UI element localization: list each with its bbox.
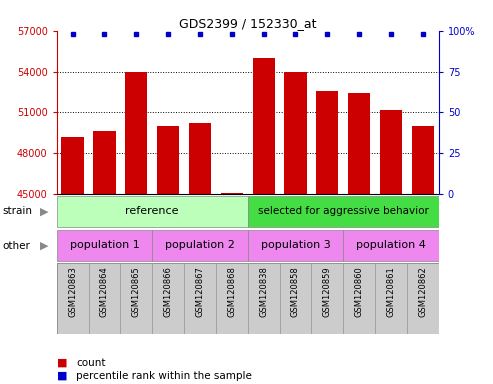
Text: GSM120863: GSM120863: [68, 266, 77, 318]
Bar: [89, 263, 120, 334]
Bar: [57, 263, 89, 334]
Text: population 1: population 1: [70, 240, 140, 250]
Bar: [252, 58, 275, 194]
Bar: [284, 71, 307, 194]
Text: ■: ■: [57, 371, 67, 381]
Text: strain: strain: [2, 206, 33, 216]
Text: percentile rank within the sample: percentile rank within the sample: [76, 371, 252, 381]
Bar: [343, 230, 439, 261]
Bar: [221, 192, 243, 194]
Bar: [380, 109, 402, 194]
Bar: [57, 196, 247, 227]
Bar: [247, 263, 280, 334]
Text: population 3: population 3: [261, 240, 330, 250]
Bar: [152, 263, 184, 334]
Bar: [184, 263, 216, 334]
Bar: [375, 263, 407, 334]
Text: GSM120862: GSM120862: [419, 266, 427, 317]
Text: GSM120866: GSM120866: [164, 266, 173, 318]
Bar: [312, 263, 343, 334]
Text: GSM120865: GSM120865: [132, 266, 141, 317]
Text: GSM120864: GSM120864: [100, 266, 109, 317]
Bar: [247, 230, 343, 261]
Text: ▶: ▶: [40, 206, 49, 216]
Bar: [216, 263, 247, 334]
Text: reference: reference: [125, 205, 179, 215]
Bar: [157, 126, 179, 194]
Text: population 4: population 4: [356, 240, 426, 250]
Bar: [62, 137, 84, 194]
Bar: [152, 230, 247, 261]
Bar: [93, 131, 115, 194]
Bar: [343, 263, 375, 334]
Text: GSM120860: GSM120860: [354, 266, 364, 317]
Text: GSM120867: GSM120867: [195, 266, 205, 318]
Bar: [189, 123, 211, 194]
Text: count: count: [76, 358, 106, 368]
Text: ■: ■: [57, 358, 67, 368]
Bar: [412, 126, 434, 194]
Text: other: other: [2, 241, 31, 251]
Title: GDS2399 / 152330_at: GDS2399 / 152330_at: [179, 17, 317, 30]
Text: ▶: ▶: [40, 241, 49, 251]
Bar: [348, 93, 370, 194]
Text: GSM120858: GSM120858: [291, 266, 300, 317]
Text: GSM120861: GSM120861: [387, 266, 395, 317]
Bar: [247, 196, 439, 227]
Bar: [125, 71, 147, 194]
Text: selected for aggressive behavior: selected for aggressive behavior: [258, 205, 429, 215]
Text: GSM120859: GSM120859: [323, 266, 332, 317]
Bar: [280, 263, 312, 334]
Text: GSM120868: GSM120868: [227, 266, 236, 318]
Bar: [57, 230, 152, 261]
Bar: [407, 263, 439, 334]
Bar: [120, 263, 152, 334]
Text: population 2: population 2: [165, 240, 235, 250]
Bar: [316, 91, 339, 194]
Text: GSM120838: GSM120838: [259, 266, 268, 318]
